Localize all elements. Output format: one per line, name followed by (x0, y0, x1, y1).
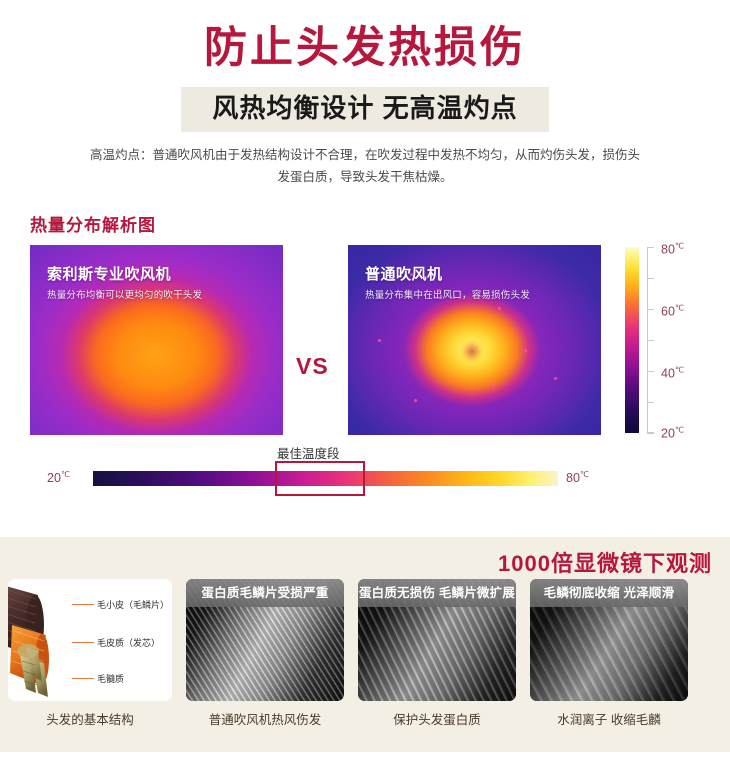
anatomy-label-cuticle: 毛小皮（毛鳞片） (97, 600, 170, 610)
temperature-tick (647, 308, 654, 310)
gradient-label-max: 80℃ (566, 469, 589, 485)
temperature-label-40: 40℃ (661, 365, 684, 381)
subtitle-band: 风热均衡设计 无高温灼点 (181, 87, 549, 133)
thermal-noise-dot (498, 306, 501, 310)
temperature-tick (647, 370, 654, 372)
microscope-card-damaged: 蛋白质毛鳞片受损严重 (186, 579, 344, 701)
temperature-tick (647, 277, 654, 279)
thermal-section: 热量分布解析图 索利斯专业吹风机 热量分布均衡可以更均匀的吹干头发 普通吹风机 … (0, 211, 730, 503)
thermal-noise-dot (410, 272, 413, 276)
microscope-card-caption: 蛋白质毛鳞片受损严重 (186, 579, 344, 607)
gradient-label-min: 20℃ (47, 469, 70, 485)
anatomy-leader-line (72, 642, 94, 643)
thermal-noise-dot (524, 348, 527, 352)
thermal-panel-solis: 索利斯专业吹风机 热量分布均衡可以更均匀的吹干头发 (30, 244, 283, 435)
temperature-label-80: 80℃ (661, 241, 684, 257)
microscope-cards-row: 毛小皮（毛鳞片） 毛皮质（发芯） 毛髓质 蛋白质毛鳞片受损严重 蛋白质无损伤 毛… (0, 579, 730, 701)
microscope-footer-anatomy: 头发的基本结构 (46, 713, 134, 727)
anatomy-leader-line (72, 604, 94, 605)
thermal-noise-dot (378, 338, 381, 342)
temperature-scale-vertical: 80℃ 60℃ 40℃ 20℃ (625, 241, 725, 440)
microscope-card-smooth: 毛鳞彻底收缩 光泽顺滑 (530, 579, 688, 701)
thermal-panel-title-solis: 索利斯专业吹风机 (47, 265, 172, 283)
microscope-footer-ionic: 水润离子 收缩毛麟 (557, 713, 661, 727)
thermal-comparison-row: 索利斯专业吹风机 热量分布均衡可以更均匀的吹干头发 普通吹风机 热量分布集中在出… (0, 241, 730, 440)
thermal-panel-title-ordinary: 普通吹风机 (365, 265, 443, 283)
thermal-noise-dot (414, 398, 417, 402)
anatomy-leader-line (72, 678, 94, 679)
hair-anatomy-card: 毛小皮（毛鳞片） 毛皮质（发芯） 毛髓质 (8, 579, 172, 701)
hair-structure-diagram (8, 586, 49, 697)
microscope-card-caption: 毛鳞彻底收缩 光泽顺滑 (530, 579, 688, 607)
temperature-gradient-bar-zone: 最佳温度段 20℃ 80℃ (0, 443, 730, 503)
temperature-tick (647, 401, 654, 403)
page-title: 防止头发热损伤 (204, 24, 526, 72)
thermal-noise-dot (554, 376, 557, 380)
vs-label: VS (296, 352, 329, 379)
temperature-gradient-bar (93, 470, 558, 486)
microscope-card-caption: 蛋白质无损伤 毛鳞片微扩展 (358, 579, 516, 607)
thermal-heatmap-solis (30, 244, 283, 435)
temperature-colorbar-vertical (625, 246, 639, 433)
header: 防止头发热损伤 风热均衡设计 无高温灼点 高温灼点：普通吹风机由于发热结构设计不… (0, 0, 730, 189)
thermal-section-heading: 热量分布解析图 (30, 215, 156, 235)
subtitle: 风热均衡设计 无高温灼点 (212, 93, 518, 124)
microscope-section: 1000倍显微镜下观测 (0, 537, 730, 752)
temperature-tick (647, 432, 654, 434)
thermal-panel-subtitle-solis: 热量分布均衡可以更均匀的吹干头发 (47, 289, 203, 301)
temperature-label-60: 60℃ (661, 303, 684, 319)
anatomy-label-medulla: 毛髓质 (97, 674, 125, 684)
thermal-noise-dot (492, 384, 495, 388)
optimal-range-highlight-box (275, 460, 365, 496)
optimal-range-caption: 最佳温度段 (277, 446, 340, 461)
header-description: 高温灼点：普通吹风机由于发热结构设计不合理，在吹发过程中发热不均匀，从而灼伤头发… (89, 148, 640, 184)
temperature-tick (647, 339, 654, 341)
temperature-tick (647, 246, 654, 248)
thermal-panel-ordinary: 普通吹风机 热量分布集中在出风口，容易损伤头发 (348, 244, 601, 435)
microscope-card-undamaged: 蛋白质无损伤 毛鳞片微扩展 (358, 579, 516, 701)
anatomy-label-cortex: 毛皮质（发芯） (97, 638, 161, 648)
temperature-label-20: 20℃ (661, 425, 684, 441)
microscope-footer-protect: 保护头发蛋白质 (393, 713, 481, 727)
microscope-section-heading: 1000倍显微镜下观测 (498, 551, 712, 576)
thermal-heatmap-ordinary (348, 244, 601, 435)
microscope-footer-damaged: 普通吹风机热风伤发 (208, 713, 322, 727)
thermal-panel-subtitle-ordinary: 热量分布集中在出风口，容易损伤头发 (365, 289, 530, 301)
thermal-noise-dot (438, 288, 441, 292)
microscope-footer-captions: 头发的基本结构 普通吹风机热风伤发 保护头发蛋白质 水润离子 收缩毛麟 (0, 709, 730, 737)
